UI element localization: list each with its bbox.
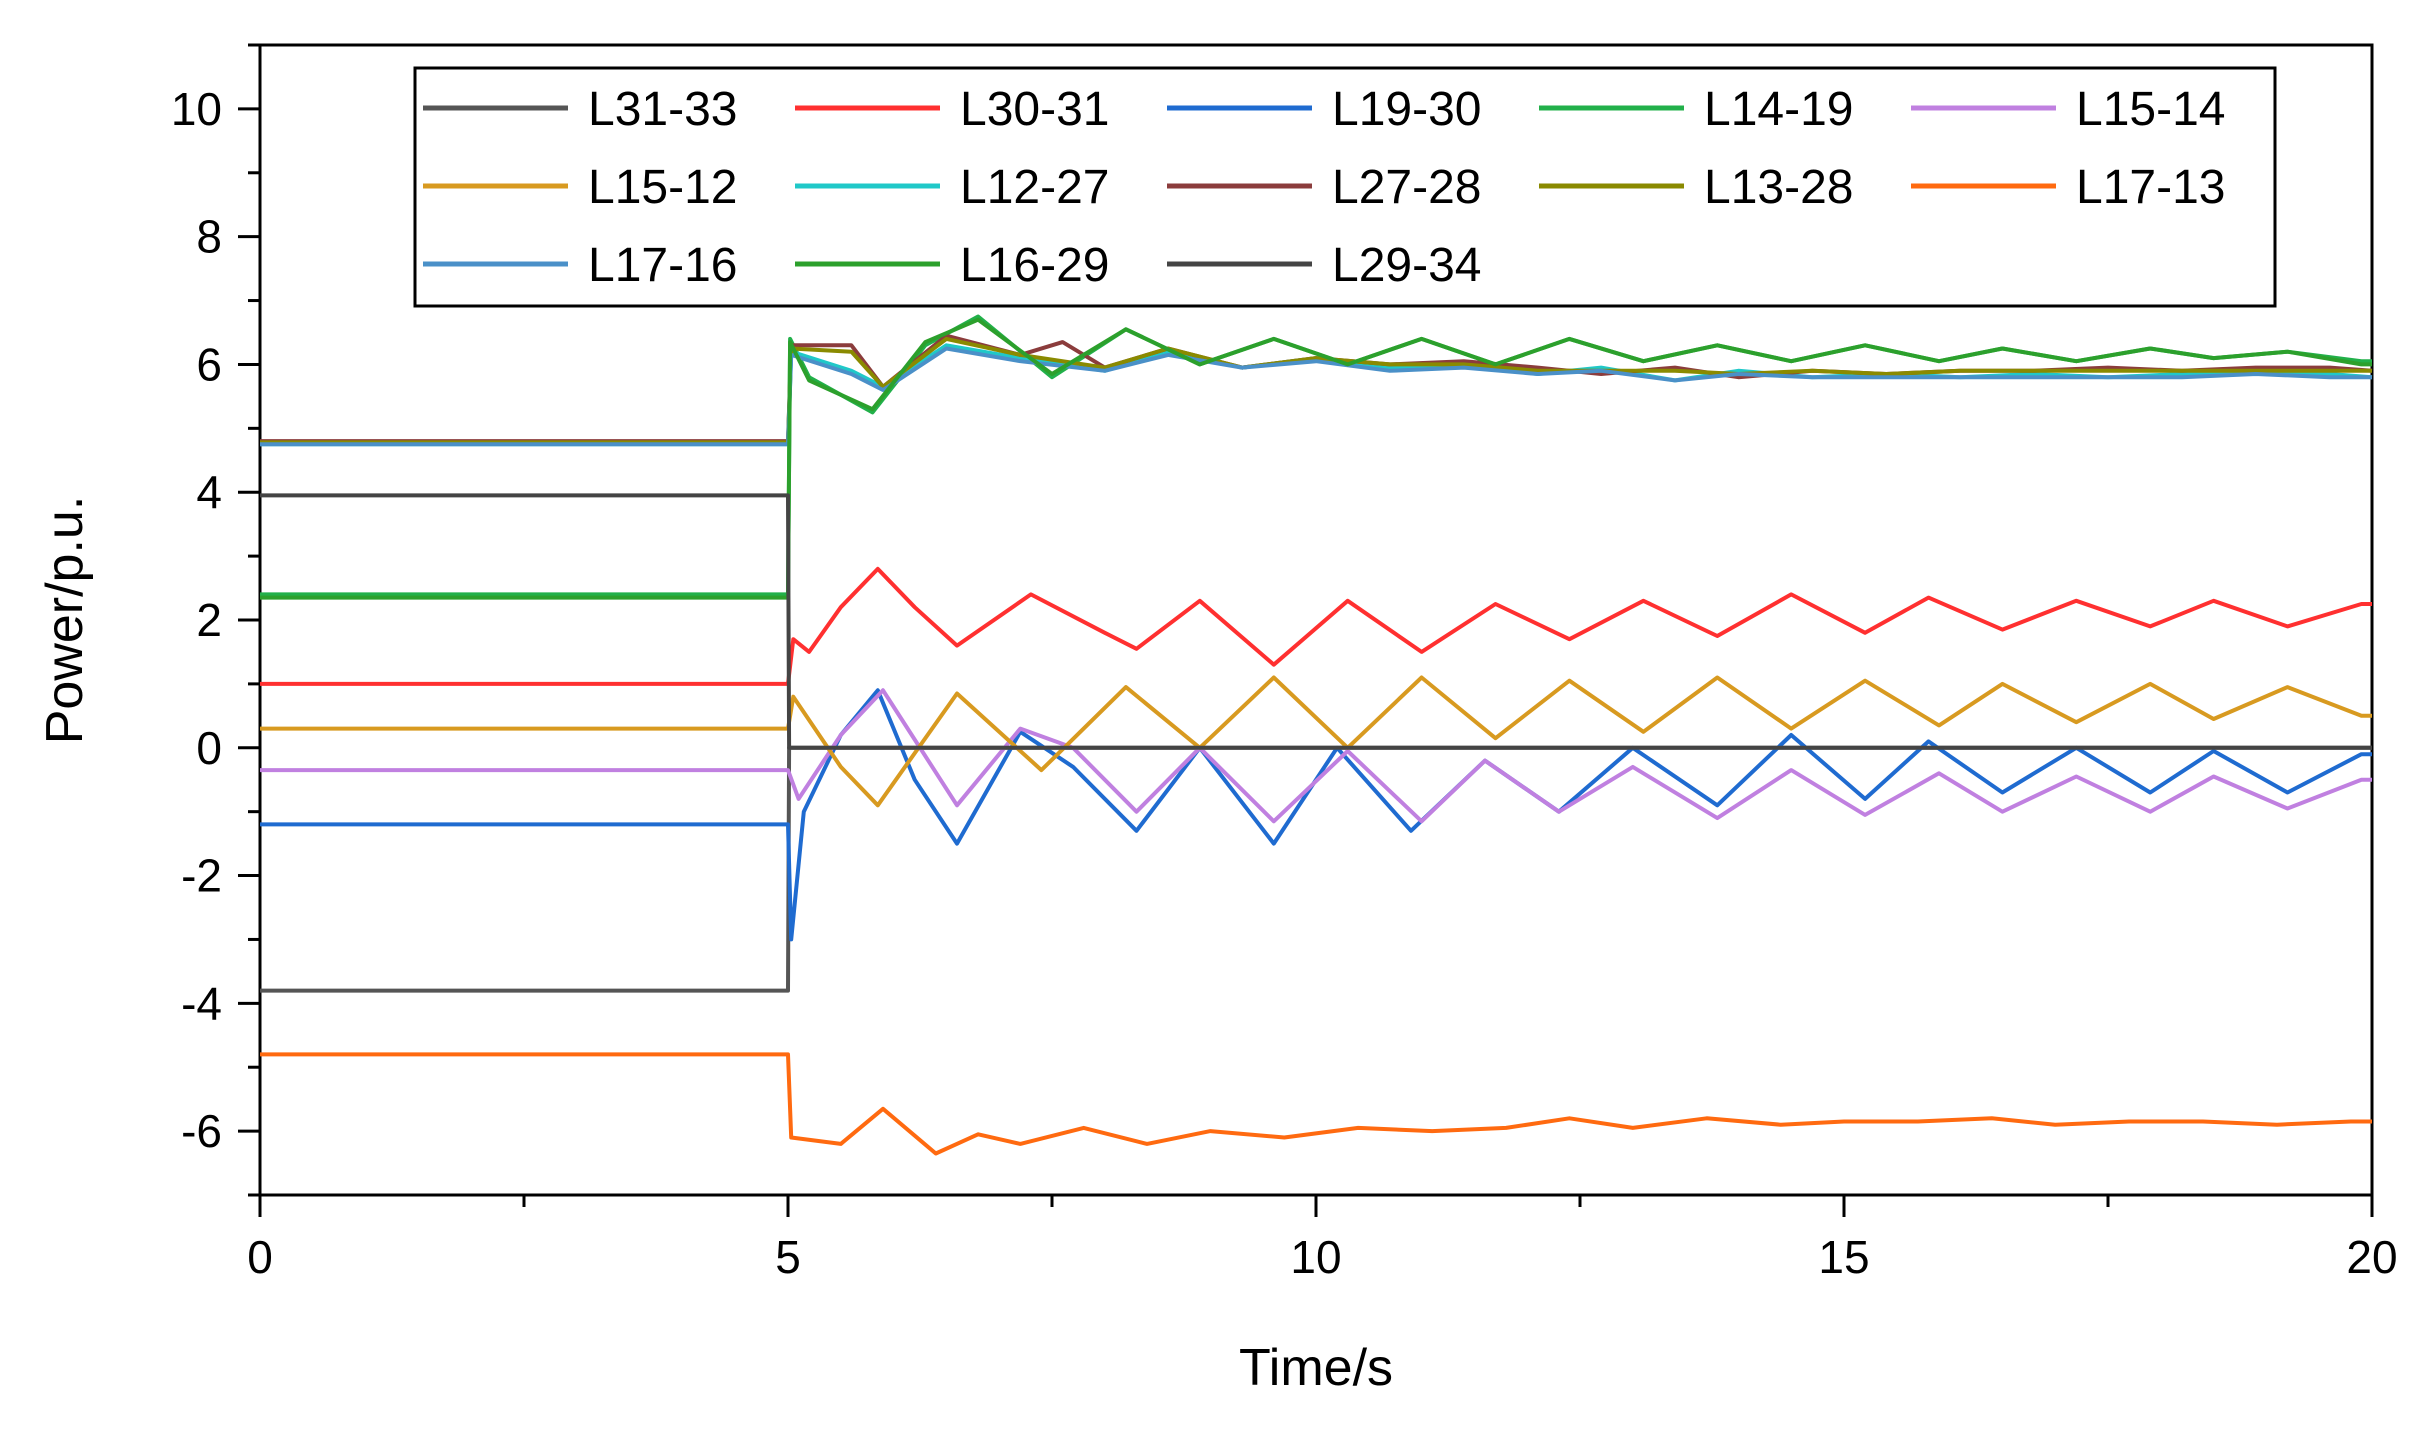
y-tick-label: -6 — [181, 1105, 222, 1157]
legend-label: L14-19 — [1704, 83, 1853, 136]
y-tick-label: 8 — [196, 211, 222, 263]
series-line-l13-28 — [260, 336, 2372, 445]
legend-label: L29-34 — [1332, 239, 1481, 292]
legend-item: L29-34 — [1167, 239, 1481, 292]
y-tick-label: 10 — [171, 83, 222, 135]
series-line-l30-31 — [260, 566, 2372, 686]
legend: L31-33 L30-31 L19-30 L14-19 L15-14 L15-12 L12-… — [413, 66, 2277, 308]
x-tick-label: 20 — [2346, 1231, 2397, 1283]
series-line-l29-34 — [260, 493, 2372, 750]
y-tick-label: 4 — [196, 466, 222, 518]
legend-item: L14-19 — [1539, 83, 1853, 136]
y-tick-label: -4 — [181, 977, 222, 1029]
x-tick-label: 0 — [247, 1231, 273, 1283]
series-line-l15-12 — [260, 675, 2372, 808]
legend-item: L30-31 — [795, 83, 1109, 136]
x-tick-label: 5 — [775, 1231, 801, 1283]
legend-label: L30-31 — [960, 83, 1109, 136]
legend-label: L16-29 — [960, 239, 1109, 292]
y-axis-title: Power/p.u. — [36, 496, 94, 745]
legend-item: L17-16 — [423, 239, 737, 292]
legend-item: L12-27 — [795, 161, 1109, 214]
legend-label: L17-13 — [2076, 161, 2225, 214]
series-line-l17-13 — [260, 1052, 2372, 1156]
axes-layer: 0 5 10 15 20 -6 -4 -2 0 2 4 6 8 10 — [171, 43, 2398, 1283]
legend-label: L15-14 — [2076, 83, 2225, 136]
y-tick-label: 0 — [196, 722, 222, 774]
legend-label: L19-30 — [1332, 83, 1481, 136]
x-tick-label: 15 — [1818, 1231, 1869, 1283]
y-tick-label: 6 — [196, 338, 222, 390]
legend-item: L31-33 — [423, 83, 737, 136]
y-tick-label: -2 — [181, 850, 222, 902]
y-tick-label: 2 — [196, 594, 222, 646]
legend-label: L15-12 — [588, 161, 737, 214]
legend-label: L27-28 — [1332, 161, 1481, 214]
series-line-l19-30 — [260, 688, 2372, 942]
legend-item: L15-12 — [423, 161, 737, 214]
series-line-l16-29 — [260, 317, 2372, 600]
x-tick-label: 10 — [1290, 1231, 1341, 1283]
series-line-l15-14 — [260, 688, 2372, 824]
legend-label: L12-27 — [960, 161, 1109, 214]
legend-item: L27-28 — [1167, 161, 1481, 214]
legend-item: L16-29 — [795, 239, 1109, 292]
legend-label: L17-16 — [588, 239, 737, 292]
series-layer — [260, 314, 2373, 1156]
legend-label: L13-28 — [1704, 161, 1853, 214]
legend-item: L17-13 — [1911, 161, 2225, 214]
legend-item: L13-28 — [1539, 161, 1853, 214]
x-axis-title: Time/s — [1239, 1339, 1393, 1397]
legend-item: L15-14 — [1911, 83, 2225, 136]
legend-item: L19-30 — [1167, 83, 1481, 136]
legend-label: L31-33 — [588, 83, 737, 136]
